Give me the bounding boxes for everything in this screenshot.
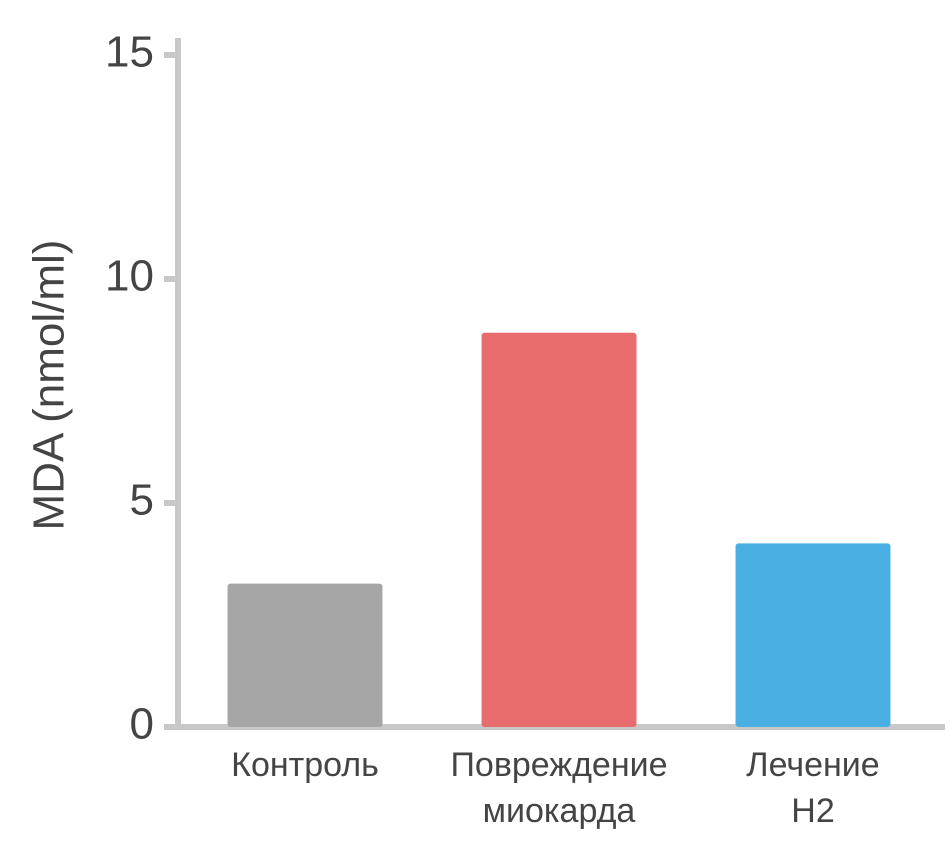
y-tick-label: 0 — [130, 700, 154, 749]
x-tick-label-line: миокарда — [483, 792, 636, 830]
y-axis-label: MDA (nmol/ml) — [25, 240, 74, 531]
x-tick-label-line: Лечение — [746, 746, 879, 784]
x-tick-label: Повреждение миокарда — [450, 746, 667, 830]
y-tick-label: 15 — [105, 28, 154, 77]
bar — [227, 583, 383, 727]
x-tick-label-line: H2 — [791, 792, 834, 830]
x-tick-label: Лечение H2 — [746, 746, 879, 830]
x-tick-label: Контроль — [231, 746, 379, 784]
bar — [735, 543, 891, 727]
y-tick-label: 10 — [105, 252, 154, 301]
y-tick-label: 5 — [130, 476, 154, 525]
bar — [481, 332, 637, 727]
x-tick-label-line: Повреждение — [450, 746, 667, 784]
x-tick-label-line: Контроль — [231, 746, 379, 784]
